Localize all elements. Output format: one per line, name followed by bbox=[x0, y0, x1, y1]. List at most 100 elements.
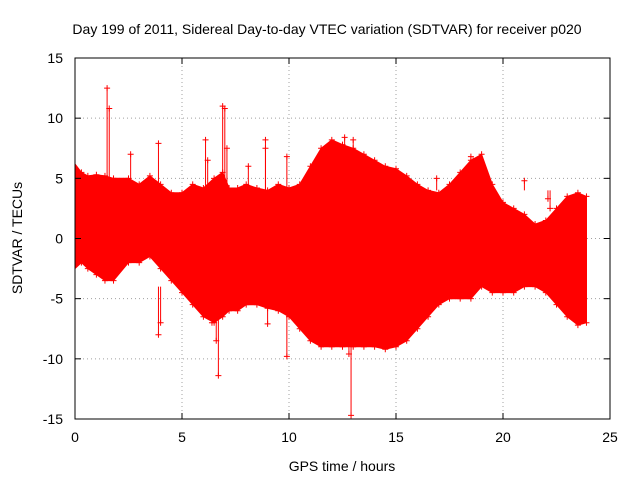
upper-edge-marker bbox=[360, 151, 367, 158]
lower-edge-marker bbox=[200, 313, 207, 320]
upper-edge-marker bbox=[510, 205, 517, 212]
outlier-point bbox=[470, 157, 477, 164]
y-tick-label: 15 bbox=[47, 50, 63, 66]
upper-edge-marker bbox=[435, 189, 442, 196]
lower-edge-marker bbox=[318, 343, 325, 350]
lower-edge-marker bbox=[234, 307, 241, 314]
lower-edge-marker bbox=[136, 259, 143, 266]
lower-edge-marker bbox=[435, 301, 442, 308]
lower-edge-marker bbox=[574, 322, 581, 329]
x-tick-label: 0 bbox=[71, 429, 79, 445]
lower-edge-marker bbox=[168, 277, 175, 284]
x-tick-label: 10 bbox=[281, 429, 297, 445]
outlier-point bbox=[547, 205, 554, 212]
outlier-point bbox=[350, 136, 357, 143]
outlier-point bbox=[264, 320, 271, 327]
outlier-point bbox=[106, 105, 113, 112]
lower-edge-marker bbox=[219, 313, 226, 320]
lower-edge-marker bbox=[189, 301, 196, 308]
upper-edge-marker bbox=[253, 184, 260, 191]
lower-edge-marker bbox=[93, 271, 100, 278]
lower-edge-marker bbox=[521, 283, 528, 290]
upper-edge-marker bbox=[583, 193, 590, 200]
outlier-point bbox=[341, 134, 348, 141]
upper-edge-marker bbox=[478, 151, 485, 158]
lower-edge-marker bbox=[542, 289, 549, 296]
upper-edge-marker bbox=[234, 184, 241, 191]
lower-edge-marker bbox=[457, 295, 464, 302]
lower-edge-marker bbox=[371, 343, 378, 350]
lower-edge-marker bbox=[425, 313, 432, 320]
outlier-point bbox=[262, 145, 269, 152]
upper-edge-marker bbox=[318, 145, 325, 152]
lower-edge-marker bbox=[157, 265, 164, 272]
lower-edge-marker bbox=[446, 295, 453, 302]
upper-edge-marker bbox=[457, 169, 464, 176]
upper-edge-marker bbox=[564, 193, 571, 200]
y-tick-label: 10 bbox=[47, 110, 63, 126]
y-tick-label: 5 bbox=[55, 170, 63, 186]
lower-edge-marker bbox=[393, 343, 399, 350]
y-tick-label: -15 bbox=[43, 411, 63, 427]
chart-title: Day 199 of 2011, Sidereal Day-to-day VTE… bbox=[72, 21, 581, 37]
upper-edge-marker bbox=[425, 187, 432, 194]
outlier-point bbox=[348, 412, 355, 419]
lower-edge-marker bbox=[307, 337, 314, 344]
outlier-point bbox=[208, 319, 215, 326]
outlier-point bbox=[221, 105, 228, 112]
outlier-point bbox=[215, 372, 222, 379]
outlier-point bbox=[155, 140, 162, 147]
y-tick-label: -10 bbox=[43, 351, 63, 367]
upper-edge-marker bbox=[78, 169, 85, 176]
outlier-point bbox=[223, 145, 230, 152]
outlier-point bbox=[202, 136, 209, 143]
lower-edge-marker bbox=[275, 307, 282, 314]
y-tick-label: 0 bbox=[55, 231, 63, 247]
upper-edge-marker bbox=[84, 172, 91, 179]
upper-edge-marker bbox=[275, 181, 282, 188]
x-tick-label: 25 bbox=[602, 429, 618, 445]
upper-edge-marker bbox=[328, 136, 335, 143]
outlier-point bbox=[262, 136, 269, 143]
lower-edge-marker bbox=[489, 289, 496, 296]
lower-edge-marker bbox=[110, 277, 117, 284]
lower-edge-marker bbox=[296, 325, 303, 332]
lower-edge-marker bbox=[553, 301, 560, 308]
lower-edge-marker bbox=[253, 301, 260, 308]
lower-edge-marker bbox=[510, 289, 517, 296]
data-layer bbox=[74, 85, 590, 419]
lower-edge-marker bbox=[78, 259, 85, 266]
upper-edge-marker bbox=[307, 163, 314, 170]
y-axis-label: SDTVAR / TECUs bbox=[9, 182, 25, 294]
upper-edge-marker bbox=[489, 181, 496, 188]
upper-edge-marker bbox=[521, 211, 528, 218]
upper-edge-marker bbox=[146, 172, 153, 179]
lower-edge-marker bbox=[500, 289, 506, 296]
upper-edge-marker bbox=[189, 181, 196, 188]
lower-edge-marker bbox=[226, 307, 233, 314]
outlier-point bbox=[467, 153, 474, 160]
upper-edge-marker bbox=[93, 171, 100, 178]
axis-ticks: 0 5 10 15 20 25 -15 -10 -5 0 5 10 15 bbox=[43, 50, 618, 445]
outlier-point bbox=[204, 157, 211, 164]
x-axis-label: GPS time / hours bbox=[289, 458, 396, 474]
lower-edge-marker bbox=[360, 343, 367, 350]
lower-edge-marker bbox=[179, 289, 185, 296]
lower-edge-marker bbox=[101, 277, 108, 284]
upper-edge-marker bbox=[403, 172, 410, 179]
upper-edge-marker bbox=[500, 199, 506, 206]
outlier-point bbox=[283, 153, 290, 160]
upper-edge-marker bbox=[179, 189, 185, 196]
x-tick-label: 15 bbox=[388, 429, 404, 445]
lower-edge-marker bbox=[243, 301, 250, 308]
upper-edge-marker bbox=[296, 181, 303, 188]
lower-edge-marker bbox=[414, 325, 421, 332]
lower-edge-marker bbox=[583, 319, 590, 326]
upper-edge-marker bbox=[211, 175, 218, 182]
outlier-point bbox=[521, 177, 528, 184]
outlier-point bbox=[425, 287, 432, 294]
outlier-point bbox=[157, 319, 164, 326]
lower-edge-marker bbox=[328, 343, 335, 350]
lower-edge-marker bbox=[339, 343, 346, 350]
